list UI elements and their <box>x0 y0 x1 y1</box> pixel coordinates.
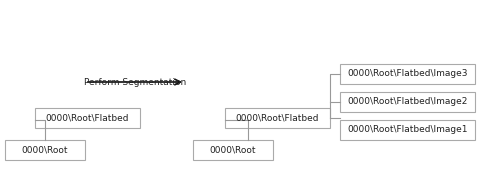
FancyBboxPatch shape <box>193 140 273 160</box>
Text: 0000\Root: 0000\Root <box>22 146 68 155</box>
Text: 0000\Root: 0000\Root <box>210 146 256 155</box>
FancyBboxPatch shape <box>340 92 475 112</box>
FancyBboxPatch shape <box>5 140 85 160</box>
Text: 0000\Root\Flatbed: 0000\Root\Flatbed <box>236 114 319 123</box>
Text: Perform Segmentation: Perform Segmentation <box>84 78 186 87</box>
Text: 0000\Root\Flatbed\Image2: 0000\Root\Flatbed\Image2 <box>348 98 468 106</box>
FancyBboxPatch shape <box>225 108 330 128</box>
Text: 0000\Root\Flatbed\Image1: 0000\Root\Flatbed\Image1 <box>347 125 468 134</box>
Text: 0000\Root\Flatbed: 0000\Root\Flatbed <box>46 114 129 123</box>
FancyBboxPatch shape <box>35 108 140 128</box>
Text: 0000\Root\Flatbed\Image3: 0000\Root\Flatbed\Image3 <box>347 70 468 79</box>
FancyBboxPatch shape <box>340 120 475 140</box>
FancyBboxPatch shape <box>340 64 475 84</box>
